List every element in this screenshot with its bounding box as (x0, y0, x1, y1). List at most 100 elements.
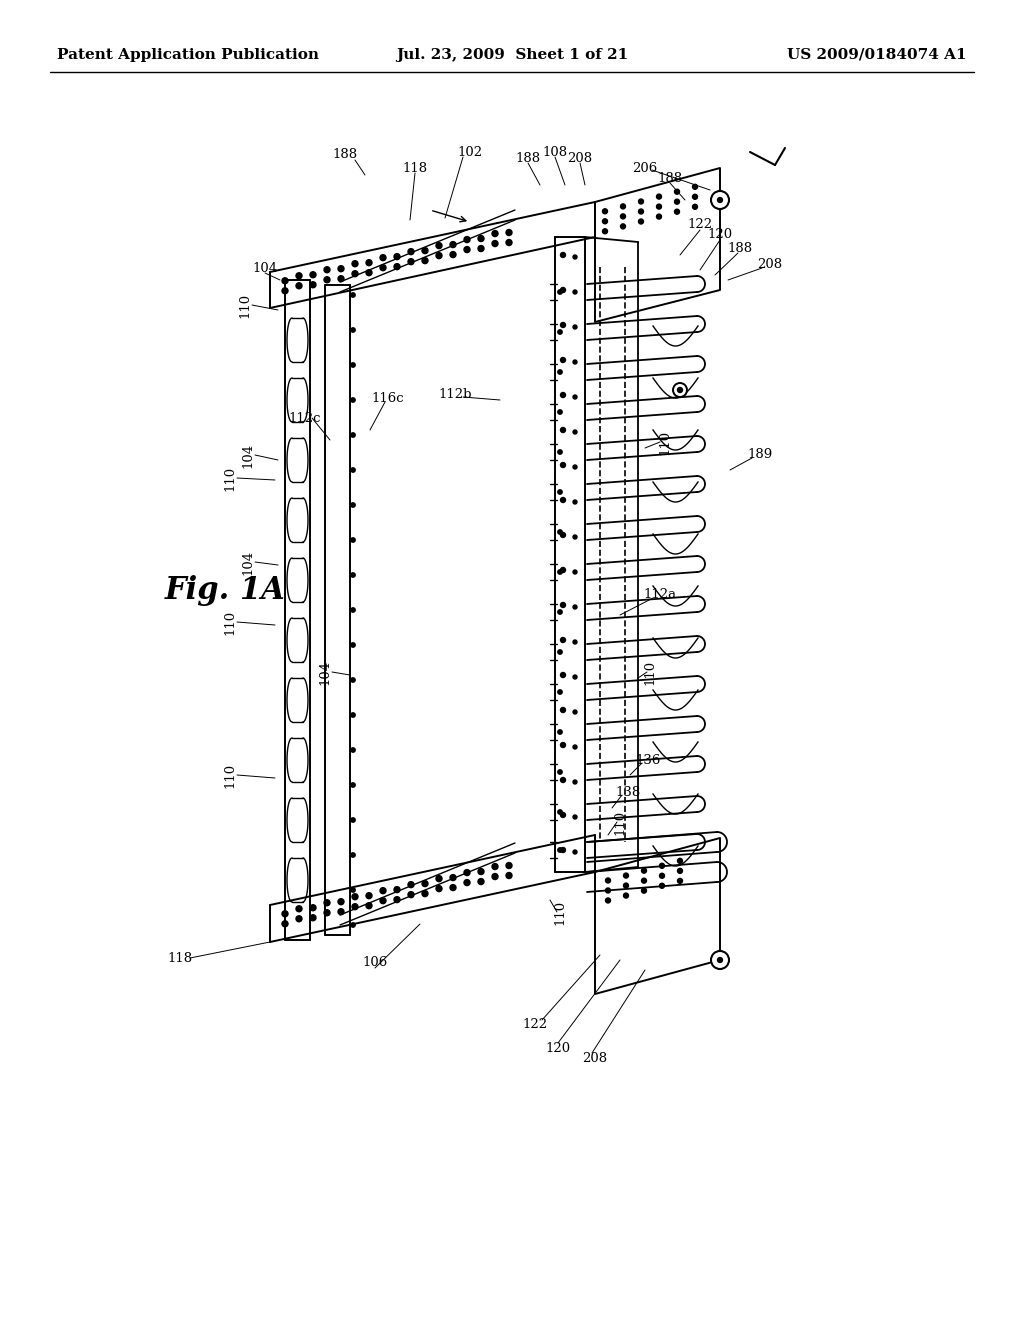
Text: 118: 118 (402, 161, 428, 174)
Text: 106: 106 (362, 957, 388, 969)
Circle shape (351, 783, 355, 787)
Circle shape (718, 198, 723, 202)
Circle shape (338, 265, 344, 272)
Circle shape (351, 327, 355, 333)
Circle shape (324, 909, 330, 916)
Circle shape (351, 607, 355, 612)
Text: 110: 110 (223, 763, 237, 788)
Circle shape (641, 878, 646, 883)
Circle shape (558, 690, 562, 694)
Circle shape (351, 643, 355, 647)
Circle shape (558, 847, 562, 853)
Circle shape (464, 870, 470, 875)
Text: 112c: 112c (289, 412, 322, 425)
Text: 138: 138 (615, 785, 641, 799)
Text: 110: 110 (554, 899, 566, 924)
Circle shape (560, 813, 565, 817)
Circle shape (408, 882, 414, 887)
Text: 112a: 112a (643, 589, 677, 602)
Circle shape (659, 883, 665, 888)
Circle shape (324, 267, 330, 273)
Circle shape (659, 874, 665, 878)
Circle shape (282, 288, 288, 294)
Text: 188: 188 (333, 149, 357, 161)
Circle shape (380, 887, 386, 894)
Text: 110: 110 (223, 610, 237, 635)
Circle shape (624, 873, 629, 878)
Circle shape (351, 923, 355, 927)
Circle shape (605, 898, 610, 903)
Circle shape (464, 236, 470, 243)
Circle shape (352, 904, 358, 909)
Circle shape (558, 770, 562, 775)
Text: 104: 104 (318, 660, 332, 685)
Circle shape (573, 360, 577, 364)
Circle shape (573, 465, 577, 469)
Circle shape (678, 869, 683, 874)
Circle shape (675, 189, 680, 194)
Circle shape (560, 252, 565, 257)
Circle shape (296, 273, 302, 279)
Circle shape (560, 602, 565, 607)
Circle shape (380, 265, 386, 271)
Circle shape (558, 490, 562, 494)
Circle shape (492, 874, 498, 879)
Circle shape (605, 878, 610, 883)
Circle shape (296, 906, 302, 912)
Circle shape (558, 809, 562, 814)
Text: 120: 120 (546, 1041, 570, 1055)
Text: 188: 188 (657, 172, 683, 185)
Circle shape (351, 573, 355, 577)
Circle shape (602, 228, 607, 234)
Circle shape (639, 219, 643, 224)
Circle shape (338, 899, 344, 904)
Circle shape (560, 568, 565, 573)
Circle shape (675, 209, 680, 214)
Circle shape (450, 242, 456, 248)
Circle shape (624, 894, 629, 898)
Circle shape (506, 873, 512, 879)
Circle shape (351, 433, 355, 437)
Circle shape (478, 246, 484, 252)
Circle shape (560, 708, 565, 713)
Circle shape (560, 532, 565, 537)
Circle shape (351, 537, 355, 543)
Circle shape (711, 191, 729, 209)
Circle shape (573, 605, 577, 609)
Text: 136: 136 (635, 754, 660, 767)
Text: 110: 110 (239, 293, 252, 318)
Circle shape (678, 858, 683, 863)
Circle shape (573, 780, 577, 784)
Circle shape (558, 290, 562, 294)
Circle shape (573, 290, 577, 294)
Circle shape (673, 383, 687, 397)
Circle shape (558, 529, 562, 535)
Circle shape (573, 570, 577, 574)
Circle shape (422, 880, 428, 887)
Text: 189: 189 (748, 449, 773, 462)
Text: 188: 188 (727, 242, 753, 255)
Circle shape (558, 570, 562, 574)
Circle shape (338, 908, 344, 915)
Circle shape (573, 640, 577, 644)
Circle shape (560, 358, 565, 363)
Circle shape (436, 243, 442, 248)
Circle shape (656, 205, 662, 209)
Text: 104: 104 (242, 442, 255, 467)
Circle shape (558, 330, 562, 334)
Text: 122: 122 (522, 1019, 548, 1031)
Circle shape (351, 503, 355, 507)
Circle shape (296, 916, 302, 921)
Circle shape (602, 219, 607, 224)
Circle shape (450, 252, 456, 257)
Circle shape (560, 672, 565, 677)
Circle shape (573, 395, 577, 399)
Text: 104: 104 (253, 261, 278, 275)
Circle shape (573, 744, 577, 748)
Circle shape (656, 194, 662, 199)
Circle shape (436, 886, 442, 891)
Text: Jul. 23, 2009  Sheet 1 of 21: Jul. 23, 2009 Sheet 1 of 21 (396, 48, 628, 62)
Circle shape (602, 209, 607, 214)
Circle shape (351, 748, 355, 752)
Text: Patent Application Publication: Patent Application Publication (57, 48, 319, 62)
